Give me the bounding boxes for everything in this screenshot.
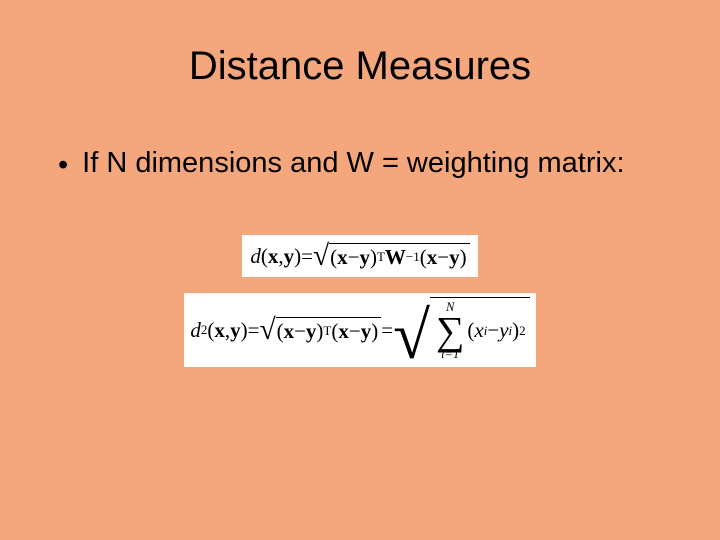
f1-eq: = (301, 244, 313, 269)
sigma-icon: ∑ (436, 314, 464, 348)
f1-t1b: y (359, 245, 370, 270)
f1-op2: ) (370, 245, 377, 270)
f2-m3: − (487, 318, 499, 343)
f2-pow2: 2 (519, 323, 526, 339)
f1-m2: − (437, 245, 449, 270)
f2-eq2: = (381, 318, 393, 343)
f2-arg2: y (230, 318, 241, 343)
f1-supT: T (377, 249, 385, 265)
f1-t2a: x (427, 245, 438, 270)
f1-supInv: −1 (406, 249, 420, 265)
f1-W: W (385, 245, 406, 270)
formula-euclidean: d2(x, y) = √ (x − y)T(x − y) = √ N ∑ i=1… (184, 293, 535, 367)
f2-sum-lower: i=1 (441, 348, 459, 361)
f2-m2: − (349, 319, 361, 344)
f2-t1a: x (284, 319, 295, 344)
f2-sub: 2 (201, 322, 208, 338)
f1-arg1: x (268, 244, 279, 269)
f2-t1b: y (306, 319, 317, 344)
slide-title: Distance Measures (0, 0, 720, 89)
f1-op4: ) (460, 245, 467, 270)
f2-op3: ( (331, 319, 338, 344)
f1-sqrt: √ (x − y)TW−1(x − y) (313, 243, 470, 270)
f1-arg2: y (284, 244, 295, 269)
f2-op2: ) (316, 319, 323, 344)
f2-radical2: √ (393, 296, 430, 362)
f2-radical1: √ (259, 316, 275, 343)
f2-op4: ) (371, 319, 378, 344)
f2-op1: ( (277, 319, 284, 344)
f2-arg1: x (214, 318, 225, 343)
f2-syi: i (509, 323, 513, 339)
f2-rp2: ) (512, 318, 519, 343)
f2-t2b: y (361, 319, 372, 344)
f2-lparen: ( (207, 318, 214, 343)
bullet-item: • If N dimensions and W = weighting matr… (0, 89, 720, 183)
f2-sy: y (499, 318, 508, 343)
f2-m1: − (294, 319, 306, 344)
f1-radical: √ (313, 242, 329, 269)
f1-op3: ( (420, 245, 427, 270)
f2-rparen: ) (241, 318, 248, 343)
f1-t2b: y (449, 245, 460, 270)
f2-supT: T (323, 323, 331, 339)
bullet-text: If N dimensions and W = weighting matrix… (82, 145, 624, 181)
f2-eq: = (248, 318, 260, 343)
f1-fn: d (250, 244, 261, 269)
f1-m1: − (348, 245, 360, 270)
bullet-marker: • (58, 145, 82, 183)
f2-sxi: i (484, 323, 488, 339)
formula-mahalanobis: d(x, y) = √ (x − y)TW−1(x − y) (242, 235, 477, 277)
formula-container: d(x, y) = √ (x − y)TW−1(x − y) d2(x, y) … (0, 183, 720, 367)
f1-radicand: (x − y)TW−1(x − y) (329, 243, 470, 270)
f2-sx: x (474, 318, 483, 343)
f1-op1: ( (330, 245, 337, 270)
f2-fn: d (190, 318, 201, 343)
f1-t1a: x (337, 245, 348, 270)
f2-radicand1: (x − y)T(x − y) (276, 317, 382, 344)
f2-sqrt1: √ (x − y)T(x − y) (259, 317, 381, 344)
f2-sum: N ∑ i=1 (436, 301, 464, 360)
f2-sqrt2: √ N ∑ i=1 (xi − yi)2 (393, 297, 530, 363)
f1-rparen: ) (294, 244, 301, 269)
f2-t2a: x (338, 319, 349, 344)
f1-lparen: ( (261, 244, 268, 269)
f2-radicand2: N ∑ i=1 (xi − yi)2 (430, 297, 530, 363)
